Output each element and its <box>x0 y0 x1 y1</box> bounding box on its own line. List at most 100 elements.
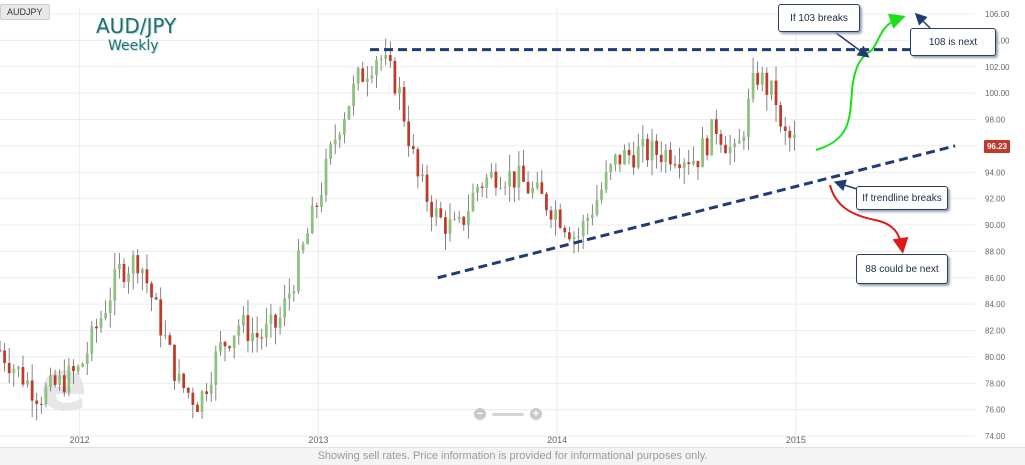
x-tick-label: 2013 <box>308 435 328 445</box>
candle-body <box>636 146 640 168</box>
candle-body <box>416 149 420 177</box>
candle-body <box>81 363 85 367</box>
candle-body <box>618 154 622 165</box>
zoom-slider[interactable] <box>492 413 524 416</box>
y-tick-label: 104.00 <box>985 36 1010 45</box>
candle-body <box>388 55 392 61</box>
candle-body <box>361 68 365 82</box>
candle-body <box>434 208 438 218</box>
candle-body <box>150 283 153 298</box>
candle-body <box>62 375 66 393</box>
candle-body <box>159 299 163 336</box>
candle-body <box>765 72 769 95</box>
candle-body <box>379 58 383 61</box>
candle-body <box>154 297 158 300</box>
candle-body <box>26 380 29 385</box>
candle-body <box>186 387 190 393</box>
candle-body <box>375 60 378 76</box>
candle-body <box>35 400 39 404</box>
candle-body <box>696 161 700 168</box>
candle-body <box>168 335 172 345</box>
current-price-tag: 96.23 <box>984 140 1010 153</box>
candle-body <box>315 205 319 207</box>
candle-body <box>733 143 737 148</box>
candle-body <box>173 344 176 381</box>
candle-body <box>421 174 424 177</box>
candle-body <box>448 219 452 234</box>
candle-body <box>347 106 351 120</box>
chart-subtitle: Weekly <box>108 38 159 54</box>
candle-body <box>600 189 603 200</box>
candle-body <box>365 78 369 82</box>
candle-body <box>678 164 681 168</box>
candle-body <box>770 80 773 95</box>
candle-body <box>163 335 167 337</box>
y-tick-label: 102.00 <box>985 63 1010 72</box>
candle-body <box>783 126 787 131</box>
zoom-out-button[interactable]: − <box>474 408 486 420</box>
symbol-tag[interactable]: AUDJPY <box>0 4 50 20</box>
candle-body <box>457 216 461 220</box>
candle-body <box>682 162 686 168</box>
candle-body <box>439 208 443 218</box>
candle-body <box>751 72 755 99</box>
candle-body <box>85 353 89 364</box>
candle-body <box>246 315 250 342</box>
candle-body <box>650 140 654 161</box>
candle-body <box>127 273 130 282</box>
y-tick-label: 98.00 <box>985 116 1006 125</box>
candle-body <box>669 149 672 165</box>
candle-body <box>72 366 75 372</box>
bullish-scenario-arrow <box>815 13 906 151</box>
candle-body <box>200 391 204 413</box>
candle-body <box>343 119 346 135</box>
callout-if-trendline-breaks: If trendline breaks <box>856 186 948 210</box>
candle-body <box>710 119 714 156</box>
callout-pointer <box>831 29 870 58</box>
y-tick-label: 90.00 <box>985 221 1006 230</box>
bearish-scenario-arrow <box>829 184 909 254</box>
candle-body <box>398 87 401 94</box>
candle-body <box>274 314 277 328</box>
candle-body <box>526 181 530 194</box>
candle-body <box>581 221 585 237</box>
candle-body <box>563 227 567 233</box>
candle-body <box>3 350 6 364</box>
candle-body <box>292 291 296 294</box>
candle-body <box>310 205 314 234</box>
y-tick-label: 78.00 <box>985 379 1006 388</box>
candle-body <box>558 209 562 228</box>
chart-title: AUD/JPY <box>96 14 177 38</box>
candle-body <box>241 315 245 326</box>
candle-body <box>586 217 590 222</box>
candle-body <box>545 193 548 211</box>
x-tick-label: 2015 <box>786 435 806 445</box>
candle-body <box>499 187 502 189</box>
y-tick-label: 82.00 <box>985 327 1006 336</box>
candle-body <box>95 326 98 329</box>
candle-body <box>260 337 264 339</box>
candle-body <box>177 373 181 381</box>
zoom-in-button[interactable]: + <box>530 408 542 420</box>
candle-body <box>118 263 121 269</box>
candle-body <box>503 186 507 188</box>
axis-labels: 74.00 76.00 78.00 80.00 82.00 84.00 86.00 88.00… <box>70 10 1010 445</box>
candle-body <box>278 317 282 328</box>
x-tick-label: 2012 <box>70 435 90 445</box>
candle-body <box>393 60 397 94</box>
candle-body <box>12 368 16 374</box>
candle-body <box>609 164 613 173</box>
y-tick-label: 74.00 <box>985 432 1006 441</box>
candle-body <box>779 105 782 127</box>
candle-body <box>39 403 43 405</box>
candle-body <box>687 162 691 165</box>
candle-body <box>324 158 328 196</box>
candle-body <box>641 138 645 147</box>
candle-body <box>531 187 535 194</box>
candle-body <box>535 182 539 188</box>
y-tick-label: 88.00 <box>985 247 1006 256</box>
candle-body <box>659 154 663 163</box>
candle-body <box>131 255 135 274</box>
candle-body <box>476 186 479 193</box>
candle-body <box>485 177 489 188</box>
